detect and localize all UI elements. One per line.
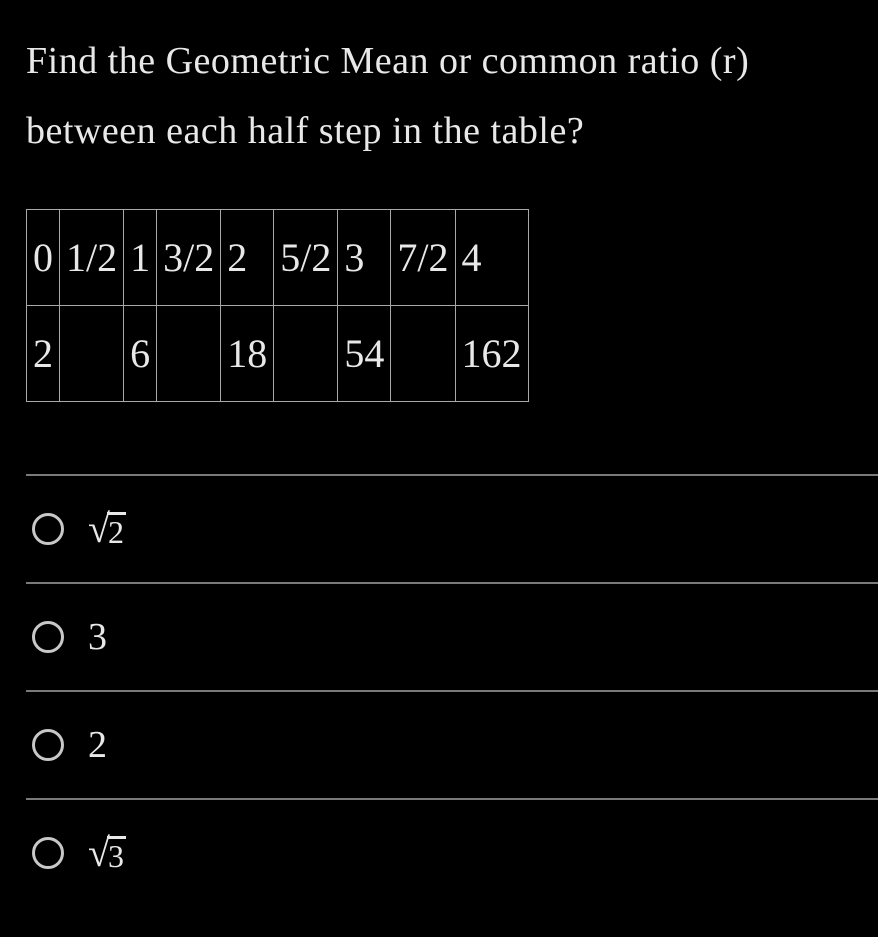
data-table: 01/213/225/237/24261854162 <box>26 209 529 402</box>
table-cell: 5/2 <box>274 209 338 305</box>
table-cell: 6 <box>124 305 157 401</box>
sqrt-symbol: √2 <box>88 509 126 549</box>
radicand: 2 <box>107 512 126 548</box>
radio-icon <box>32 621 64 653</box>
table-cell <box>157 305 221 401</box>
answer-option-0[interactable]: √2 <box>26 474 878 582</box>
table-cell: 162 <box>455 305 528 401</box>
option-label: √2 <box>88 509 126 549</box>
answer-option-2[interactable]: 2 <box>26 690 878 798</box>
option-label: √3 <box>88 833 126 873</box>
table-cell: 2 <box>221 209 274 305</box>
table-cell: 4 <box>455 209 528 305</box>
answer-options: √2 3 2 √3 <box>26 474 878 906</box>
table-cell <box>60 305 124 401</box>
table-cell <box>274 305 338 401</box>
table-cell: 54 <box>338 305 391 401</box>
answer-option-1[interactable]: 3 <box>26 582 878 690</box>
radio-icon <box>32 513 64 545</box>
table-cell: 1 <box>124 209 157 305</box>
sqrt-symbol: √3 <box>88 833 126 873</box>
radio-icon <box>32 837 64 869</box>
radicand: 3 <box>107 836 126 872</box>
data-table-wrap: 01/213/225/237/24261854162 <box>26 209 878 402</box>
answer-option-3[interactable]: √3 <box>26 798 878 906</box>
radio-icon <box>32 729 64 761</box>
table-cell: 2 <box>27 305 60 401</box>
table-cell: 18 <box>221 305 274 401</box>
question-text: Find the Geometric Mean or common ratio … <box>26 26 878 167</box>
table-cell: 0 <box>27 209 60 305</box>
table-cell: 1/2 <box>60 209 124 305</box>
table-cell: 3 <box>338 209 391 305</box>
table-cell <box>391 305 455 401</box>
table-row: 26 18 54 162 <box>27 305 529 401</box>
option-label: 2 <box>88 723 107 767</box>
table-cell: 7/2 <box>391 209 455 305</box>
table-cell: 3/2 <box>157 209 221 305</box>
option-label: 3 <box>88 615 107 659</box>
table-row: 01/213/225/237/24 <box>27 209 529 305</box>
